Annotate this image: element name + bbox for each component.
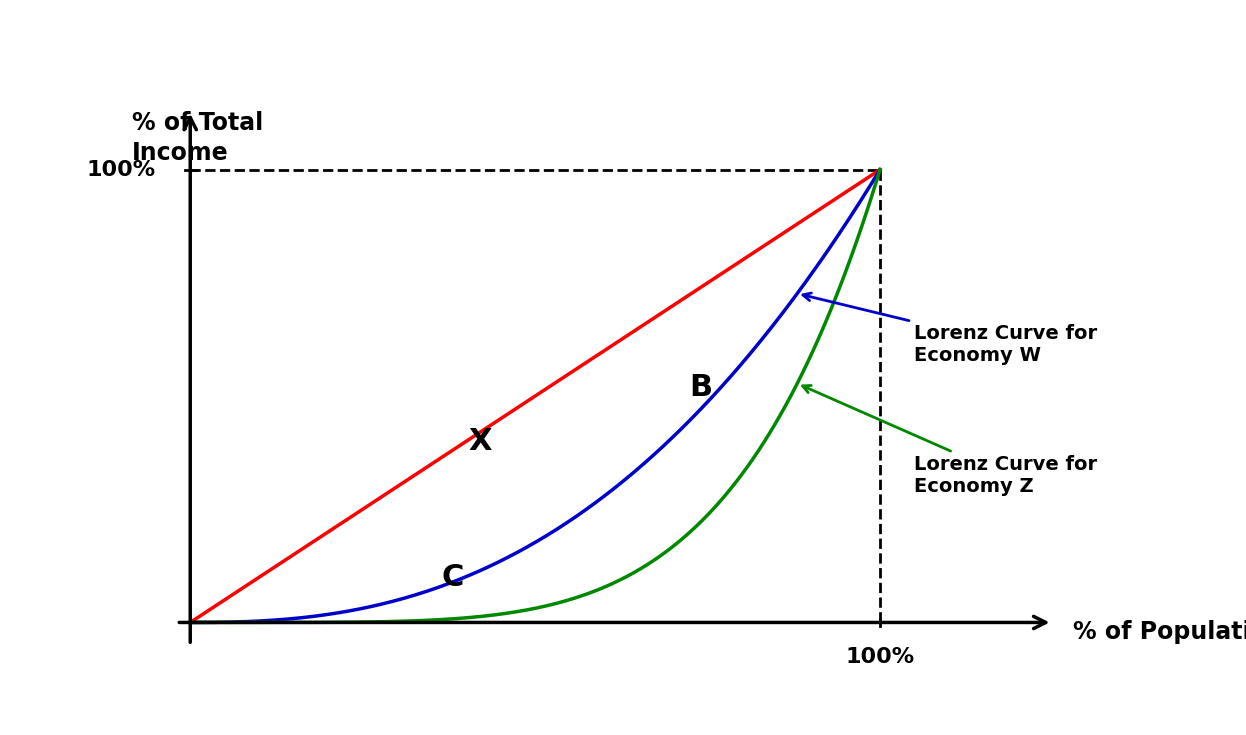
Text: X: X [468, 427, 492, 456]
Text: 100%: 100% [87, 159, 156, 179]
Text: B: B [689, 373, 713, 401]
Text: Lorenz Curve for
Economy W: Lorenz Curve for Economy W [802, 293, 1098, 365]
Text: 100%: 100% [846, 648, 915, 667]
Text: % of Total
Income: % of Total Income [132, 111, 263, 165]
Text: Lorenz Curve for
Economy Z: Lorenz Curve for Economy Z [802, 385, 1098, 496]
Text: C: C [441, 563, 464, 592]
Text: % of Population: % of Population [1073, 620, 1246, 644]
